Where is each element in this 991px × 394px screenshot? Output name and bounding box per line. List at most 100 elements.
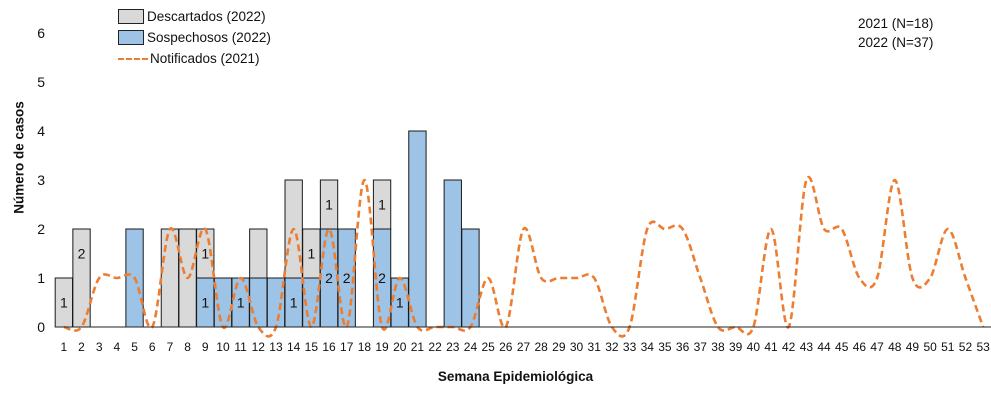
bar-data-label-week-9: 1 bbox=[201, 295, 209, 311]
x-tick-label: 9 bbox=[202, 340, 209, 354]
y-tick-label: 6 bbox=[37, 25, 45, 41]
x-tick-label: 38 bbox=[711, 340, 725, 354]
x-tick-label: 11 bbox=[234, 340, 247, 354]
x-tick-label: 5 bbox=[131, 340, 138, 354]
x-tick-label: 29 bbox=[552, 340, 566, 354]
x-tick-label: 32 bbox=[605, 340, 619, 354]
x-tick-label: 28 bbox=[535, 340, 549, 354]
x-tick-label: 3 bbox=[96, 340, 103, 354]
x-tick-label: 15 bbox=[305, 340, 319, 354]
x-tick-label: 45 bbox=[835, 340, 849, 354]
y-tick-label: 5 bbox=[37, 74, 45, 90]
bar-data-label-week-11: 1 bbox=[237, 295, 245, 311]
bar-data-label-week-19: 1 bbox=[378, 197, 386, 213]
x-tick-label: 37 bbox=[694, 340, 708, 354]
bar-data-label-week-16: 2 bbox=[325, 270, 333, 286]
x-tick-label: 46 bbox=[853, 340, 867, 354]
line-series-notificados-2021 bbox=[63, 175, 985, 338]
x-tick-label: 22 bbox=[428, 340, 442, 354]
x-tick-label: 17 bbox=[340, 340, 354, 354]
x-tick-label: 26 bbox=[499, 340, 513, 354]
x-tick-label: 42 bbox=[782, 340, 796, 354]
bar-descartados-week-7 bbox=[160, 228, 180, 328]
bar-descartados-week-12 bbox=[249, 228, 268, 279]
x-tick-label: 18 bbox=[358, 340, 372, 354]
legend-swatch-sospechosos bbox=[118, 30, 144, 45]
x-tick-label: 19 bbox=[375, 340, 389, 354]
x-tick-label: 7 bbox=[167, 340, 174, 354]
bar-sospechosos-week-23 bbox=[443, 179, 462, 328]
y-tick-label: 4 bbox=[37, 123, 45, 139]
y-tick-label: 2 bbox=[37, 221, 45, 237]
x-tick-label: 40 bbox=[747, 340, 761, 354]
bar-sospechosos-week-21 bbox=[408, 130, 427, 328]
bar-sospechosos-week-12 bbox=[249, 277, 268, 328]
legend-label-descartados: Descartados (2022) bbox=[147, 9, 266, 24]
x-tick-label: 6 bbox=[149, 340, 156, 354]
bar-data-label-week-1: 1 bbox=[60, 295, 68, 311]
x-tick-label: 1 bbox=[60, 340, 67, 354]
y-axis-label: Número de casos bbox=[11, 101, 27, 214]
x-tick-label: 21 bbox=[411, 340, 425, 354]
note-2022: 2022 (N=37) bbox=[858, 35, 934, 50]
bar-descartados-week-16 bbox=[319, 179, 339, 230]
x-tick-label: 24 bbox=[464, 340, 478, 354]
x-tick-label: 8 bbox=[184, 340, 191, 354]
legend-item-descartados: Descartados (2022) bbox=[118, 6, 271, 27]
x-tick-label: 35 bbox=[658, 340, 672, 354]
x-tick-label: 23 bbox=[446, 340, 460, 354]
x-tick-label: 34 bbox=[641, 340, 655, 354]
legend-label-sospechosos: Sospechosos (2022) bbox=[147, 30, 271, 45]
x-tick-label: 50 bbox=[923, 340, 937, 354]
y-tick-label: 1 bbox=[37, 270, 45, 286]
x-tick-label: 51 bbox=[941, 340, 955, 354]
note-2021: 2021 (N=18) bbox=[858, 16, 934, 31]
x-tick-label: 25 bbox=[481, 340, 495, 354]
y-tick-label: 3 bbox=[37, 172, 45, 188]
case-count-notes: 2021 (N=18) 2022 (N=37) bbox=[858, 14, 933, 52]
x-tick-label: 33 bbox=[623, 340, 637, 354]
bar-data-label-week-15: 1 bbox=[307, 246, 315, 262]
bars-layer bbox=[54, 130, 480, 328]
x-tick-label: 31 bbox=[588, 340, 602, 354]
x-tick-label: 53 bbox=[976, 340, 990, 354]
x-tick-label: 47 bbox=[870, 340, 884, 354]
x-tick-label: 48 bbox=[888, 340, 902, 354]
legend-label-notificados: Notificados (2021) bbox=[150, 51, 260, 66]
x-tick-label: 16 bbox=[322, 340, 336, 354]
x-tick-label: 36 bbox=[676, 340, 690, 354]
bar-data-label-week-17: 2 bbox=[343, 270, 351, 286]
y-tick-label: 0 bbox=[37, 319, 45, 335]
x-tick-label: 12 bbox=[252, 340, 266, 354]
bar-data-label-week-16: 1 bbox=[325, 197, 333, 213]
bar-data-label-week-20: 1 bbox=[396, 295, 404, 311]
x-tick-label: 30 bbox=[570, 340, 584, 354]
x-tick-label: 44 bbox=[817, 340, 831, 354]
x-tick-label: 49 bbox=[906, 340, 920, 354]
x-axis-label: Semana Epidemiológica bbox=[437, 369, 594, 384]
x-tick-label: 41 bbox=[764, 340, 778, 354]
x-tick-label: 52 bbox=[959, 340, 973, 354]
x-tick-label: 13 bbox=[269, 340, 283, 354]
bar-data-label-week-19: 2 bbox=[378, 270, 386, 286]
line-layer bbox=[63, 175, 985, 338]
x-tick-label: 4 bbox=[114, 340, 121, 354]
x-tick-label: 39 bbox=[729, 340, 743, 354]
bar-descartados-week-19 bbox=[372, 179, 392, 230]
x-tick-label: 43 bbox=[800, 340, 814, 354]
x-tick-label: 10 bbox=[216, 340, 230, 354]
x-tick-label: 20 bbox=[393, 340, 407, 354]
legend-swatch-notificados bbox=[118, 57, 148, 60]
legend-item-sospechosos: Sospechosos (2022) bbox=[118, 27, 271, 48]
bar-data-label-week-9: 1 bbox=[201, 246, 209, 262]
legend-item-notificados: Notificados (2021) bbox=[118, 48, 271, 69]
x-tick-label: 2 bbox=[78, 340, 85, 354]
x-tick-label: 27 bbox=[517, 340, 531, 354]
bar-data-label-week-14: 1 bbox=[290, 295, 298, 311]
bar-data-label-week-2: 2 bbox=[78, 246, 86, 262]
legend: Descartados (2022) Sospechosos (2022) No… bbox=[118, 6, 271, 69]
x-tick-label: 14 bbox=[287, 340, 301, 354]
